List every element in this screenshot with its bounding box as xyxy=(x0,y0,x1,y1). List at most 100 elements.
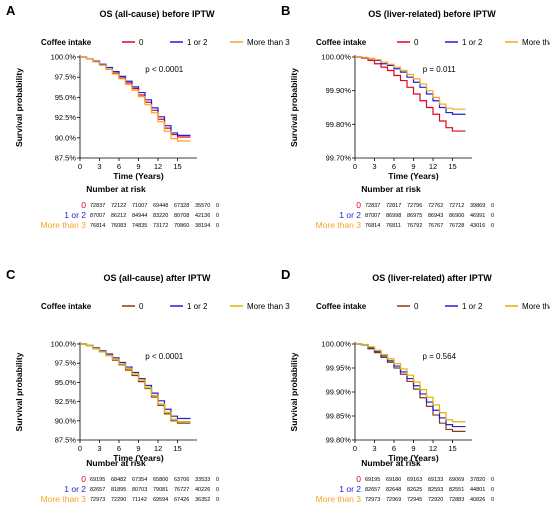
risk-cell: 65800 xyxy=(153,477,168,483)
y-axis-label: Survival probability xyxy=(289,68,299,147)
y-tick-label: 95.0% xyxy=(55,93,77,102)
panel-letter: C xyxy=(6,267,16,282)
risk-cell: 72290 xyxy=(111,497,126,503)
risk-cell: 86212 xyxy=(111,213,126,219)
legend-item-1: 1 or 2 xyxy=(462,302,483,311)
risk-cell: 69195 xyxy=(365,477,380,483)
risk-table-title: Number at risk xyxy=(361,184,421,194)
legend-item-2: More than 3 xyxy=(247,302,290,311)
legend-item-1: 1 or 2 xyxy=(462,38,483,47)
risk-cell: 0 xyxy=(491,223,494,229)
x-axis-label: Time (Years) xyxy=(388,171,439,181)
y-tick-label: 87.5% xyxy=(55,154,77,163)
panel-title: OS (all-cause) before IPTW xyxy=(99,9,215,19)
risk-table-title: Number at risk xyxy=(361,458,421,468)
risk-row-label-2: More than 3 xyxy=(316,494,362,504)
x-tick-label: 6 xyxy=(392,444,396,453)
risk-cell: 82657 xyxy=(90,487,105,493)
risk-cell: 72796 xyxy=(407,203,422,209)
risk-cell: 0 xyxy=(491,497,494,503)
panel-title: OS (all-cause) after IPTW xyxy=(103,273,211,283)
risk-cell: 72973 xyxy=(365,497,380,503)
risk-cell: 86900 xyxy=(449,213,464,219)
risk-table-title: Number at risk xyxy=(86,184,146,194)
risk-cell: 86975 xyxy=(407,213,422,219)
risk-cell: 83220 xyxy=(153,213,168,219)
y-tick-label: 100.00% xyxy=(321,53,351,62)
risk-cell: 72973 xyxy=(90,497,105,503)
series-line-2 xyxy=(80,56,191,142)
risk-table-title: Number at risk xyxy=(86,458,146,468)
risk-cell: 42136 xyxy=(195,213,210,219)
risk-row-label-0: 0 xyxy=(356,200,361,210)
risk-cell: 76728 xyxy=(449,223,464,229)
risk-cell: 69069 xyxy=(449,477,464,483)
risk-cell: 69594 xyxy=(153,497,168,503)
risk-cell: 38194 xyxy=(195,223,210,229)
panel-title: OS (liver-related) before IPTW xyxy=(368,9,496,19)
panel-c: C OS (all-cause) after IPTW Coffee intake 0… xyxy=(6,267,290,504)
panel-letter: D xyxy=(281,267,290,282)
y-tick-label: 90.0% xyxy=(55,416,77,425)
x-tick-label: 15 xyxy=(448,444,456,453)
y-tick-label: 99.80% xyxy=(326,436,352,445)
legend-item-2: More than 3 xyxy=(522,302,550,311)
series-line-2 xyxy=(355,343,466,423)
y-tick-label: 97.5% xyxy=(55,73,77,82)
legend-item-0: 0 xyxy=(414,38,419,47)
x-tick-label: 9 xyxy=(136,162,140,171)
legend-title: Coffee intake xyxy=(316,302,367,311)
risk-row-label-1: 1 or 2 xyxy=(64,484,86,494)
y-tick-label: 97.5% xyxy=(55,359,77,368)
risk-cell: 67328 xyxy=(174,203,189,209)
x-tick-label: 3 xyxy=(97,444,101,453)
risk-cell: 76814 xyxy=(90,223,105,229)
risk-cell: 72969 xyxy=(386,497,401,503)
x-tick-label: 12 xyxy=(429,162,437,171)
risk-cell: 72945 xyxy=(407,497,422,503)
legend-title: Coffee intake xyxy=(316,38,367,47)
risk-cell: 0 xyxy=(491,487,494,493)
risk-row-label-2: More than 3 xyxy=(316,220,362,230)
risk-cell: 0 xyxy=(491,213,494,219)
x-tick-label: 0 xyxy=(353,444,357,453)
risk-cell: 72712 xyxy=(449,203,464,209)
series-line-0 xyxy=(355,56,466,132)
risk-cell: 44801 xyxy=(470,487,485,493)
risk-cell: 0 xyxy=(216,487,219,493)
risk-cell: 82657 xyxy=(365,487,380,493)
x-tick-label: 3 xyxy=(372,162,376,171)
x-tick-label: 9 xyxy=(136,444,140,453)
risk-cell: 37820 xyxy=(470,477,485,483)
p-value: p < 0.0001 xyxy=(145,352,184,361)
legend-title: Coffee intake xyxy=(41,302,92,311)
legend-item-1: 1 or 2 xyxy=(187,302,208,311)
x-tick-label: 15 xyxy=(173,444,181,453)
risk-cell: 0 xyxy=(216,213,219,219)
y-tick-label: 92.5% xyxy=(55,113,77,122)
risk-row-label-0: 0 xyxy=(81,200,86,210)
risk-cell: 40826 xyxy=(470,497,485,503)
risk-cell: 82551 xyxy=(449,487,464,493)
risk-cell: 80703 xyxy=(132,487,147,493)
y-tick-label: 99.80% xyxy=(326,120,352,129)
risk-row-label-2: More than 3 xyxy=(41,220,87,230)
x-tick-label: 0 xyxy=(78,162,82,171)
risk-cell: 72122 xyxy=(111,203,126,209)
legend-item-1: 1 or 2 xyxy=(187,38,208,47)
x-tick-label: 0 xyxy=(78,444,82,453)
risk-cell: 40226 xyxy=(195,487,210,493)
series-line-2 xyxy=(355,56,466,110)
risk-cell: 82625 xyxy=(407,487,422,493)
x-tick-label: 6 xyxy=(392,162,396,171)
y-tick-label: 99.85% xyxy=(326,412,352,421)
risk-cell: 0 xyxy=(491,477,494,483)
panel-d: D OS (liver-related) after IPTW Coffee int… xyxy=(281,267,550,504)
y-tick-label: 99.90% xyxy=(326,86,352,95)
y-axis-label: Survival probability xyxy=(14,352,24,431)
x-tick-label: 9 xyxy=(411,162,415,171)
risk-cell: 0 xyxy=(216,497,219,503)
y-tick-label: 100.00% xyxy=(321,340,351,349)
